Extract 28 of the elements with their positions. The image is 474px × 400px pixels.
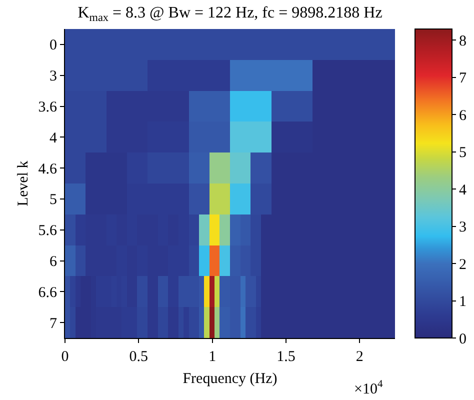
text: ×10$^{4}$ [354,379,384,398]
y-tick-label: 4.6 [38,161,58,178]
y-tick-label: 6.6 [38,284,58,301]
y-tick-label: 7 [50,316,58,332]
color-bar-label: 8 [459,33,466,50]
x-tick-label: 1.5 [276,349,296,365]
y-tick-label: 5 [50,192,57,208]
color-bar-label: 7 [459,70,467,87]
color-bar-label: 4 [459,182,467,198]
y-tick-label: 3 [50,68,57,85]
x-tick-label: 0 [61,349,69,365]
x-axis-title: Frequency (Hz) [182,371,278,387]
color-bar-label: 0 [459,331,466,348]
x-tick-label: 0.5 [129,349,148,365]
color-bar-label: 5 [459,145,466,162]
color-bar-label: 6 [459,108,467,124]
y-tick-label: 3.6 [38,100,58,116]
y-tick-label: 4 [50,130,58,146]
color-bar-label: 1 [459,294,466,310]
x-tick-label: 2 [356,349,364,365]
y-axis-title: Level k [16,160,32,206]
color-bar-label: 2 [459,256,466,273]
color-bar-label: 3 [459,220,466,236]
y-tick-label: 5.6 [38,223,58,240]
y-tick-label: 0 [50,38,57,54]
chart-title: K$_{max}$ = 8.3 @ Bw = 122 Hz, fc = 9898.2188 Hz [78,4,382,24]
x-tick-label: 1 [208,349,216,365]
y-tick-label: 6 [50,254,58,270]
